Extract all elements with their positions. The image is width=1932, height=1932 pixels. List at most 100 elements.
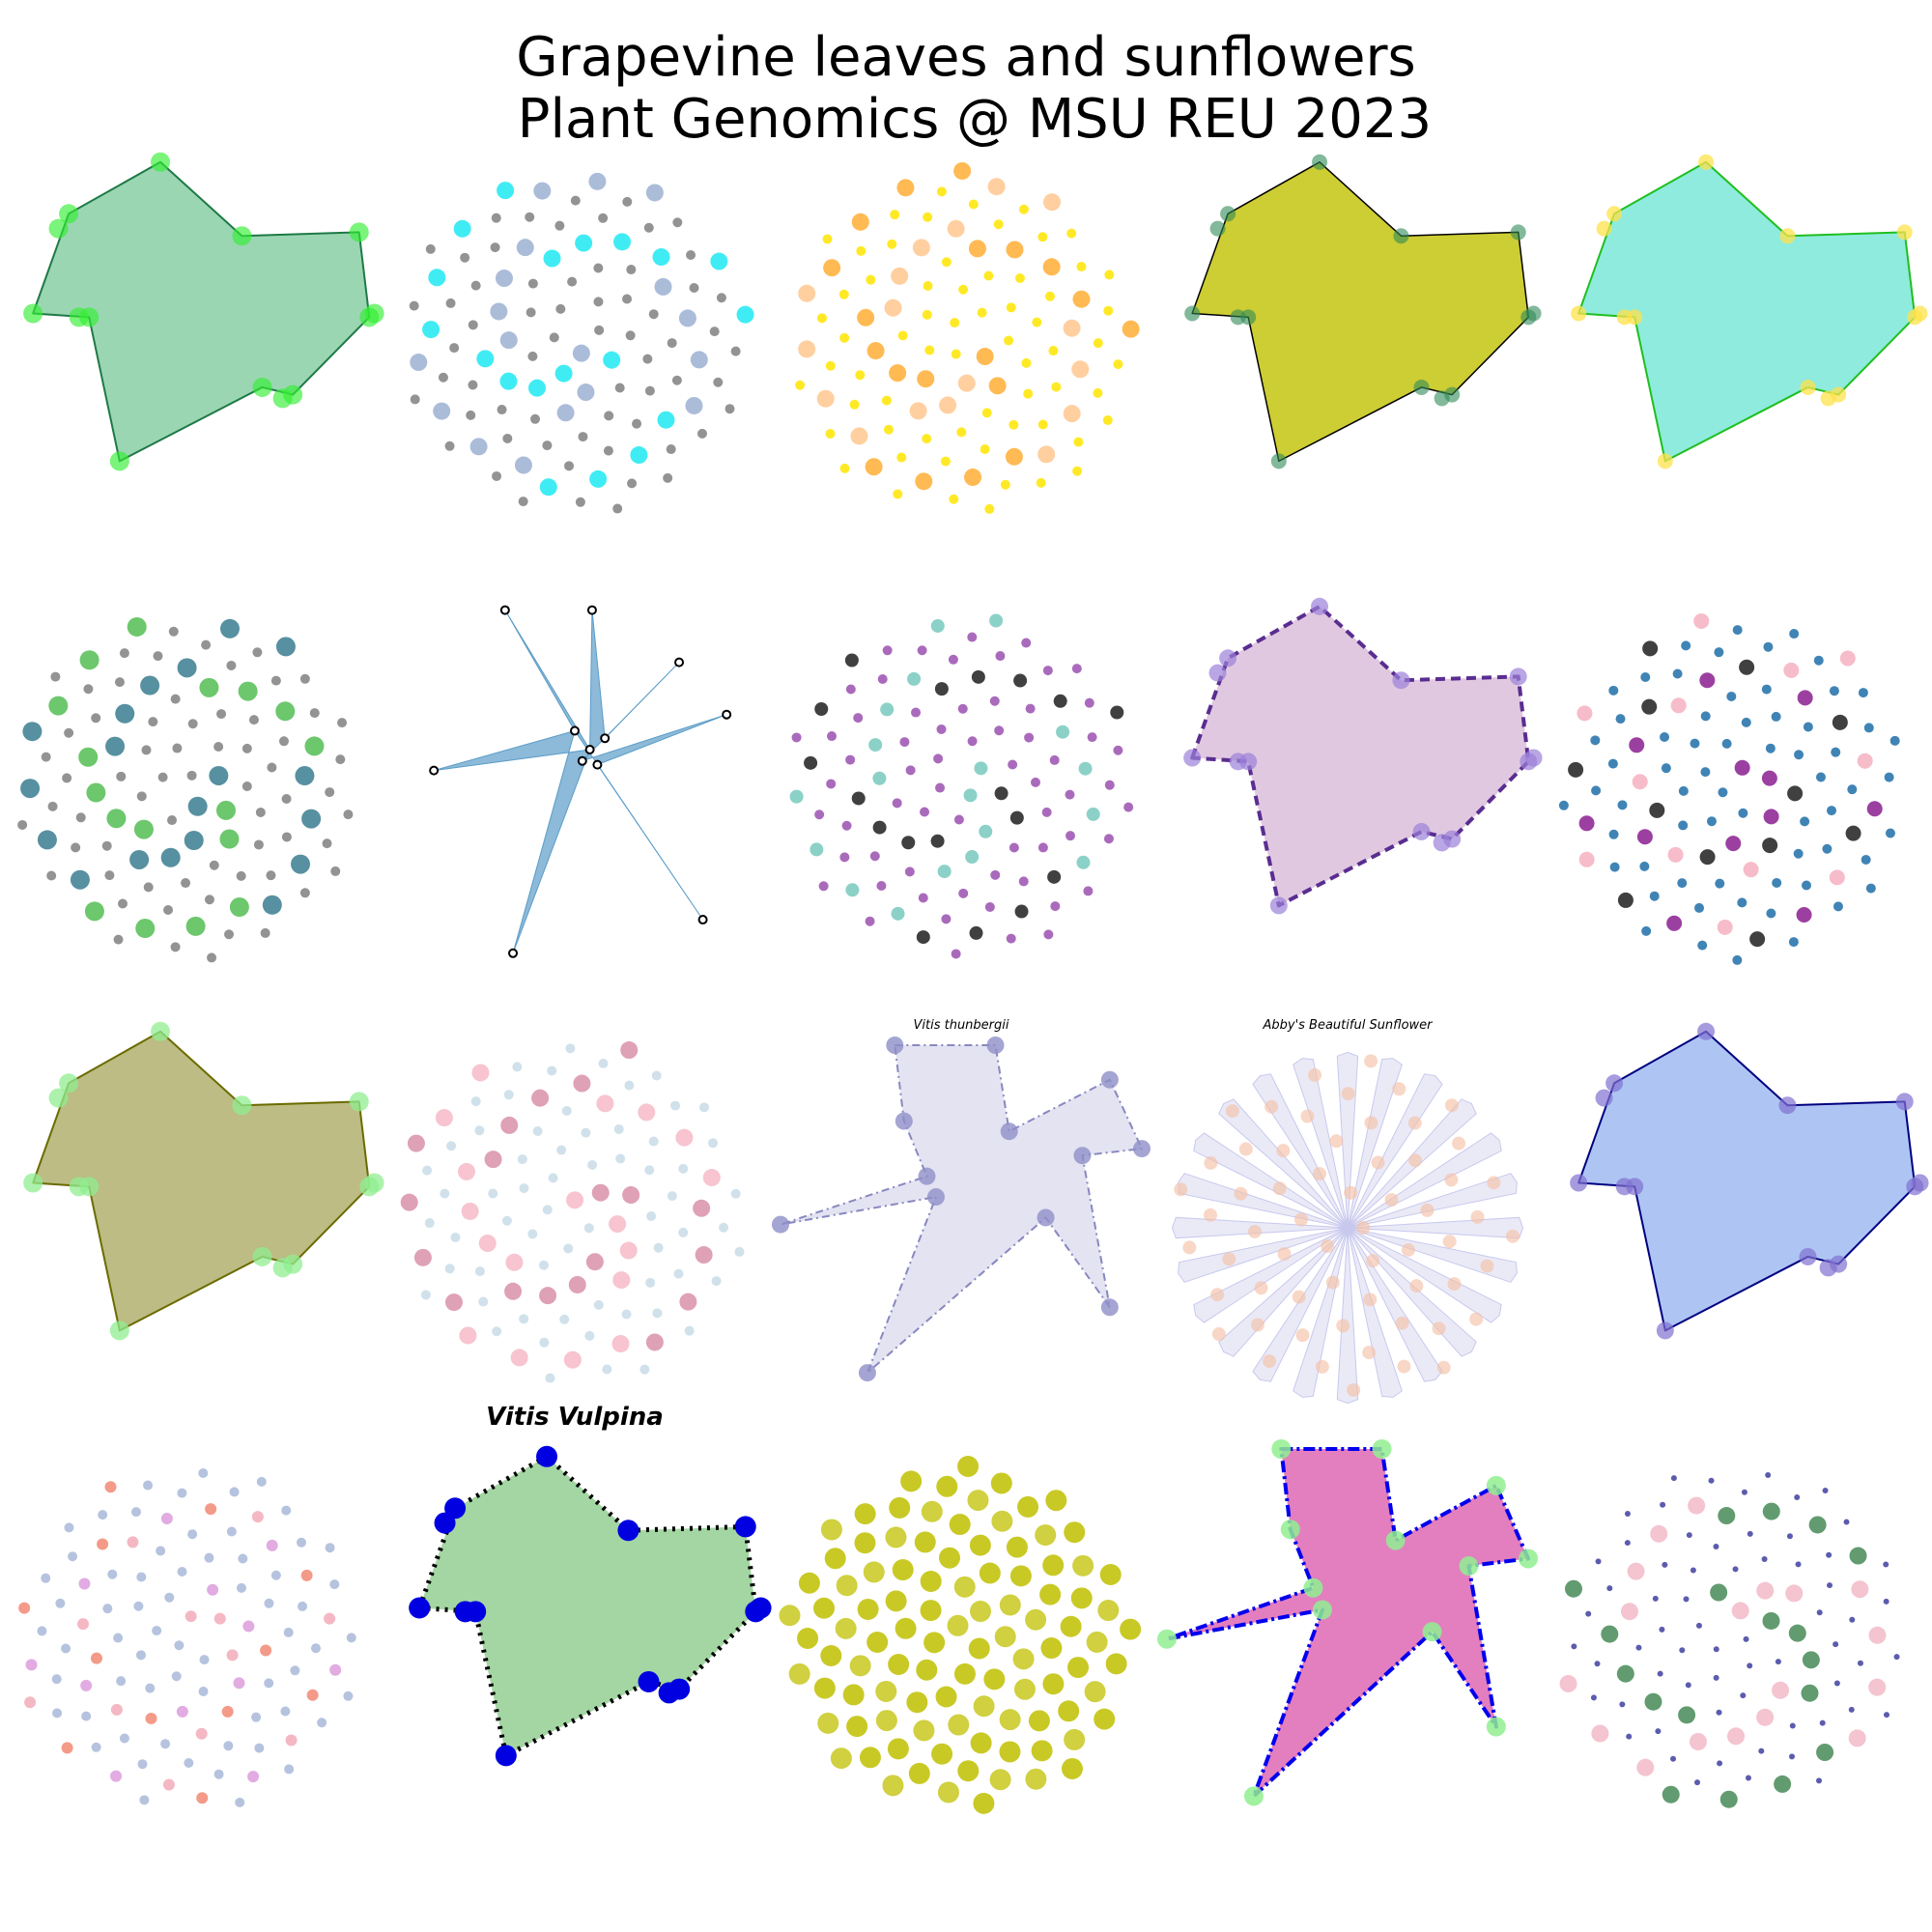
flower-seed-dot	[105, 736, 126, 756]
flower-seed-dot	[1021, 357, 1032, 368]
flower-seed-dot	[653, 1242, 664, 1253]
flower-seed-dot	[50, 671, 61, 682]
flower-seed-dot	[1064, 1521, 1086, 1544]
flower-seed-dot	[113, 934, 124, 945]
flower-seed-dot	[1713, 1646, 1719, 1653]
flower-seed-dot	[281, 1505, 292, 1516]
panel-graphic	[409, 172, 754, 514]
flower-seed-dot	[1037, 445, 1056, 464]
leaf-vertex-marker	[1393, 228, 1409, 244]
flower-seed-dot	[1432, 1321, 1446, 1336]
flower-seed-dot	[652, 1308, 663, 1319]
leaf-vertex-marker	[1219, 649, 1237, 668]
flower-seed-dot	[1642, 640, 1659, 657]
flower-seed-dot	[1795, 1561, 1802, 1568]
flower-seed-dot	[80, 1679, 93, 1691]
flower-seed-dot	[160, 1513, 173, 1525]
leaf-vertex-marker	[1184, 305, 1201, 322]
flower-seed-dot	[1640, 672, 1651, 683]
flower-seed-dot	[450, 1232, 461, 1242]
flower-seed-dot	[1409, 1279, 1424, 1293]
flower-seed-dot	[236, 870, 246, 881]
flower-seed-dot	[1329, 1134, 1344, 1149]
flower-seed-dot	[609, 1215, 627, 1234]
flower-seed-dot	[1093, 387, 1103, 398]
flower-seed-dot	[1120, 1618, 1142, 1640]
flower-seed-dot	[1763, 809, 1779, 825]
flower-seed-dot	[135, 919, 156, 939]
flower-seed-dot	[130, 1507, 141, 1518]
panel-flower	[773, 155, 1150, 531]
flower-seed-dot	[1827, 1582, 1833, 1589]
flower-seed-dot	[1072, 290, 1091, 308]
sunburst-ray	[1252, 1227, 1349, 1382]
flower-seed-dot	[1708, 1477, 1715, 1484]
leaf-vertex-marker	[364, 303, 384, 324]
flower-seed-dot	[839, 852, 850, 863]
flower-seed-dot	[329, 1663, 342, 1676]
panel-sunburst: Abby's Beautiful Sunflower	[1159, 1018, 1536, 1405]
leaf-vertex-marker	[1243, 1786, 1264, 1806]
flower-seed-dot	[619, 1241, 638, 1260]
flower-seed-dot	[549, 332, 559, 343]
flower-seed-dot	[990, 869, 1001, 880]
flower-seed-dot	[1833, 1641, 1839, 1648]
flower-seed-dot	[1073, 437, 1084, 447]
flower-seed-dot	[478, 1235, 497, 1253]
flower-seed-dot	[1590, 735, 1601, 746]
flower-seed-dot	[153, 651, 163, 662]
panel-graphic	[1571, 154, 1928, 469]
sunburst-ray	[1252, 1073, 1349, 1229]
panel-star	[386, 599, 763, 976]
flower-seed-dot	[1008, 759, 1018, 770]
flower-seed-dot	[530, 413, 541, 424]
flower-seed-dot	[953, 814, 964, 825]
flower-seed-dot	[527, 1229, 538, 1239]
flower-seed-dot	[615, 1153, 626, 1164]
flower-seed-dot	[1087, 732, 1097, 743]
flower-seed-dot	[476, 350, 495, 368]
flower-seed-dot	[1771, 711, 1781, 722]
flower-seed-dot	[938, 1547, 960, 1569]
flower-seed-dot	[1636, 1758, 1655, 1776]
flower-seed-dot	[1808, 1516, 1827, 1534]
flower-seed-dot	[519, 1183, 529, 1194]
flower-seed-dot	[1308, 1067, 1322, 1082]
flower-seed-dot	[1102, 415, 1113, 426]
sunburst-ray	[1193, 1227, 1349, 1323]
flower-seed-dot	[1601, 1625, 1619, 1643]
flower-seed-dot	[969, 1601, 991, 1623]
flower-seed-dot	[1071, 360, 1090, 379]
flower-seed-dot	[1086, 807, 1100, 821]
flower-seed-dot	[1739, 659, 1755, 675]
flower-seed-dot	[474, 1125, 485, 1136]
flower-seed-dot	[648, 1136, 659, 1147]
flower-seed-dot	[185, 916, 206, 936]
flower-seed-dot	[672, 217, 683, 228]
flower-seed-dot	[55, 1598, 66, 1608]
flower-seed-dot	[913, 1719, 935, 1742]
flower-seed-dot	[918, 893, 928, 903]
flower-seed-dot	[254, 1743, 265, 1753]
flower-seed-dot	[64, 1522, 74, 1533]
flower-seed-dot	[1677, 878, 1688, 889]
flower-seed-dot	[238, 681, 258, 701]
flower-seed-dot	[187, 796, 208, 816]
leaf-vertex-marker	[1312, 1600, 1332, 1620]
flower-seed-dot	[238, 1553, 248, 1564]
flower-seed-dot	[565, 1043, 576, 1054]
flower-seed-dot	[1706, 816, 1717, 827]
flower-seed-dot	[795, 380, 806, 390]
flower-seed-dot	[133, 1601, 144, 1611]
flower-seed-dot	[1686, 1532, 1692, 1539]
flower-seed-dot	[1843, 1519, 1850, 1525]
panel-graphic	[789, 613, 1134, 959]
flower-seed-dot	[186, 770, 197, 781]
flower-seed-dot	[1204, 1208, 1218, 1222]
flower-seed-dot	[1042, 258, 1061, 276]
flower-seed-dot	[1672, 668, 1683, 679]
leaf-vertex-marker	[1697, 1022, 1716, 1040]
flower-seed-dot	[1061, 1757, 1083, 1779]
flower-seed-dot	[622, 1186, 640, 1205]
flower-seed-dot	[1401, 1242, 1415, 1257]
